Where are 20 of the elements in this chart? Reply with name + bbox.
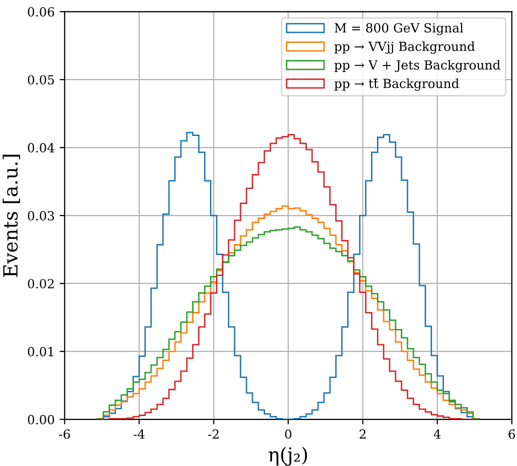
legend-label: pp → V + Jets Background xyxy=(334,60,500,72)
x-tick-label: 2 xyxy=(360,429,366,439)
legend-label: pp → tt̄ Background xyxy=(334,78,459,91)
x-tick-label: -2 xyxy=(208,429,219,439)
legend-label: pp → VVjj Background xyxy=(334,41,475,54)
legend-label: M = 800 GeV Signal xyxy=(334,22,464,36)
y-tick-label: 0.03 xyxy=(28,210,54,220)
y-tick-label: 0.05 xyxy=(28,75,54,85)
x-tick-label: -6 xyxy=(59,429,70,439)
y-tick-label: 0.00 xyxy=(28,414,54,424)
y-axis-title: Events [a.u.] xyxy=(2,154,20,277)
x-axis-title: η(j₂) xyxy=(268,446,308,466)
y-tick-label: 0.01 xyxy=(28,346,54,356)
x-tick-label: -4 xyxy=(134,429,145,439)
y-tick-label: 0.02 xyxy=(28,278,54,288)
x-tick-label: 4 xyxy=(434,429,441,439)
x-tick-label: 0 xyxy=(285,429,292,439)
x-tick-label: 6 xyxy=(508,429,516,439)
y-tick-label: 0.06 xyxy=(28,7,54,17)
y-tick-label: 0.04 xyxy=(28,143,54,152)
